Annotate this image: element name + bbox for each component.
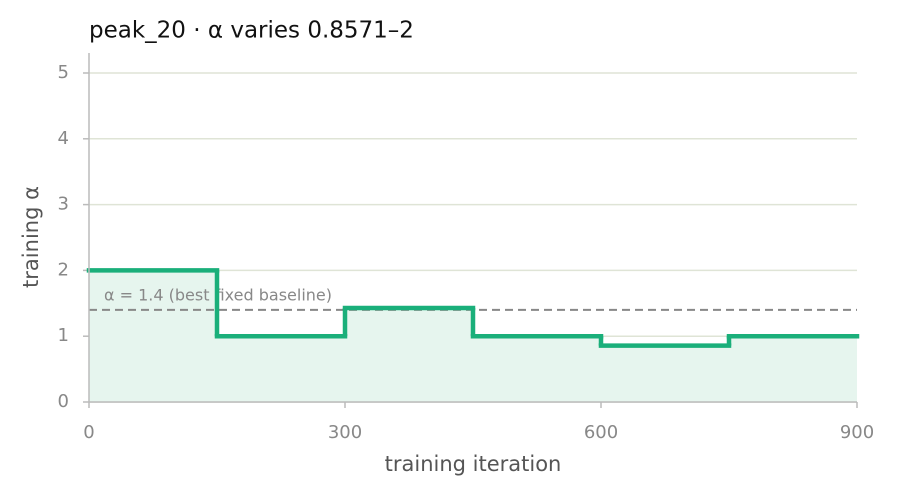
y-axis-label: training α	[19, 186, 43, 288]
area-fill	[217, 336, 345, 402]
y-tick-label: 4	[58, 128, 69, 149]
x-tick-label: 0	[83, 422, 94, 443]
x-tick-label: 300	[328, 422, 362, 443]
y-tick-label: 0	[58, 391, 69, 412]
area-fill	[345, 307, 473, 402]
area-fill	[473, 336, 601, 402]
x-tick-label: 900	[840, 422, 874, 443]
area-fill	[729, 336, 857, 402]
y-tick-label: 1	[58, 325, 69, 346]
y-tick-label: 2	[58, 259, 69, 280]
y-tick-label: 3	[58, 194, 69, 215]
x-tick-label: 600	[584, 422, 618, 443]
y-tick-label: 5	[58, 62, 69, 83]
area-fill	[601, 345, 729, 402]
x-axis-label: training iteration	[385, 452, 562, 476]
area-fill	[89, 270, 217, 402]
chart-title: peak_20 · α varies 0.8571–2	[89, 18, 414, 44]
